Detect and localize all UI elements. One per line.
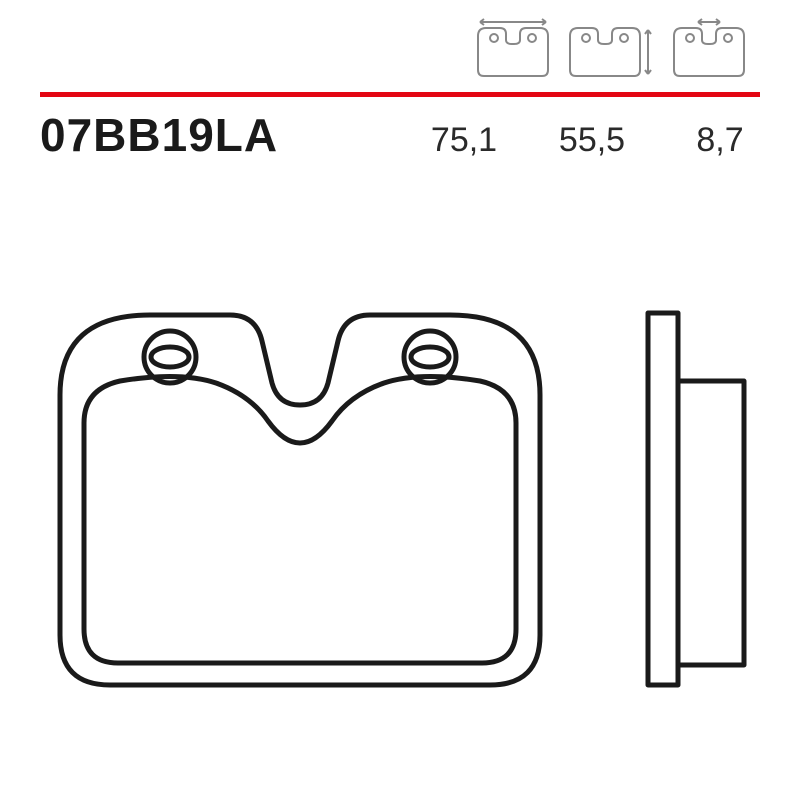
dimensions-group: 75,1 55,5 8,7 xyxy=(424,121,760,160)
dimension-icons-row xyxy=(472,18,750,80)
width-icon xyxy=(472,18,554,80)
brake-pad-side-view xyxy=(630,285,760,705)
dimension-thickness: 8,7 xyxy=(680,121,760,160)
brake-pad-front-view xyxy=(40,285,560,705)
divider-line xyxy=(40,92,760,97)
dimension-height: 55,5 xyxy=(552,121,632,160)
dimension-width: 75,1 xyxy=(424,121,504,160)
spec-row: 07BB19LA 75,1 55,5 8,7 xyxy=(40,108,760,162)
height-icon xyxy=(568,18,654,80)
spec-sheet: 07BB19LA 75,1 55,5 8,7 xyxy=(0,0,800,800)
technical-drawings xyxy=(40,230,760,760)
part-number: 07BB19LA xyxy=(40,108,278,162)
thickness-icon xyxy=(668,18,750,80)
